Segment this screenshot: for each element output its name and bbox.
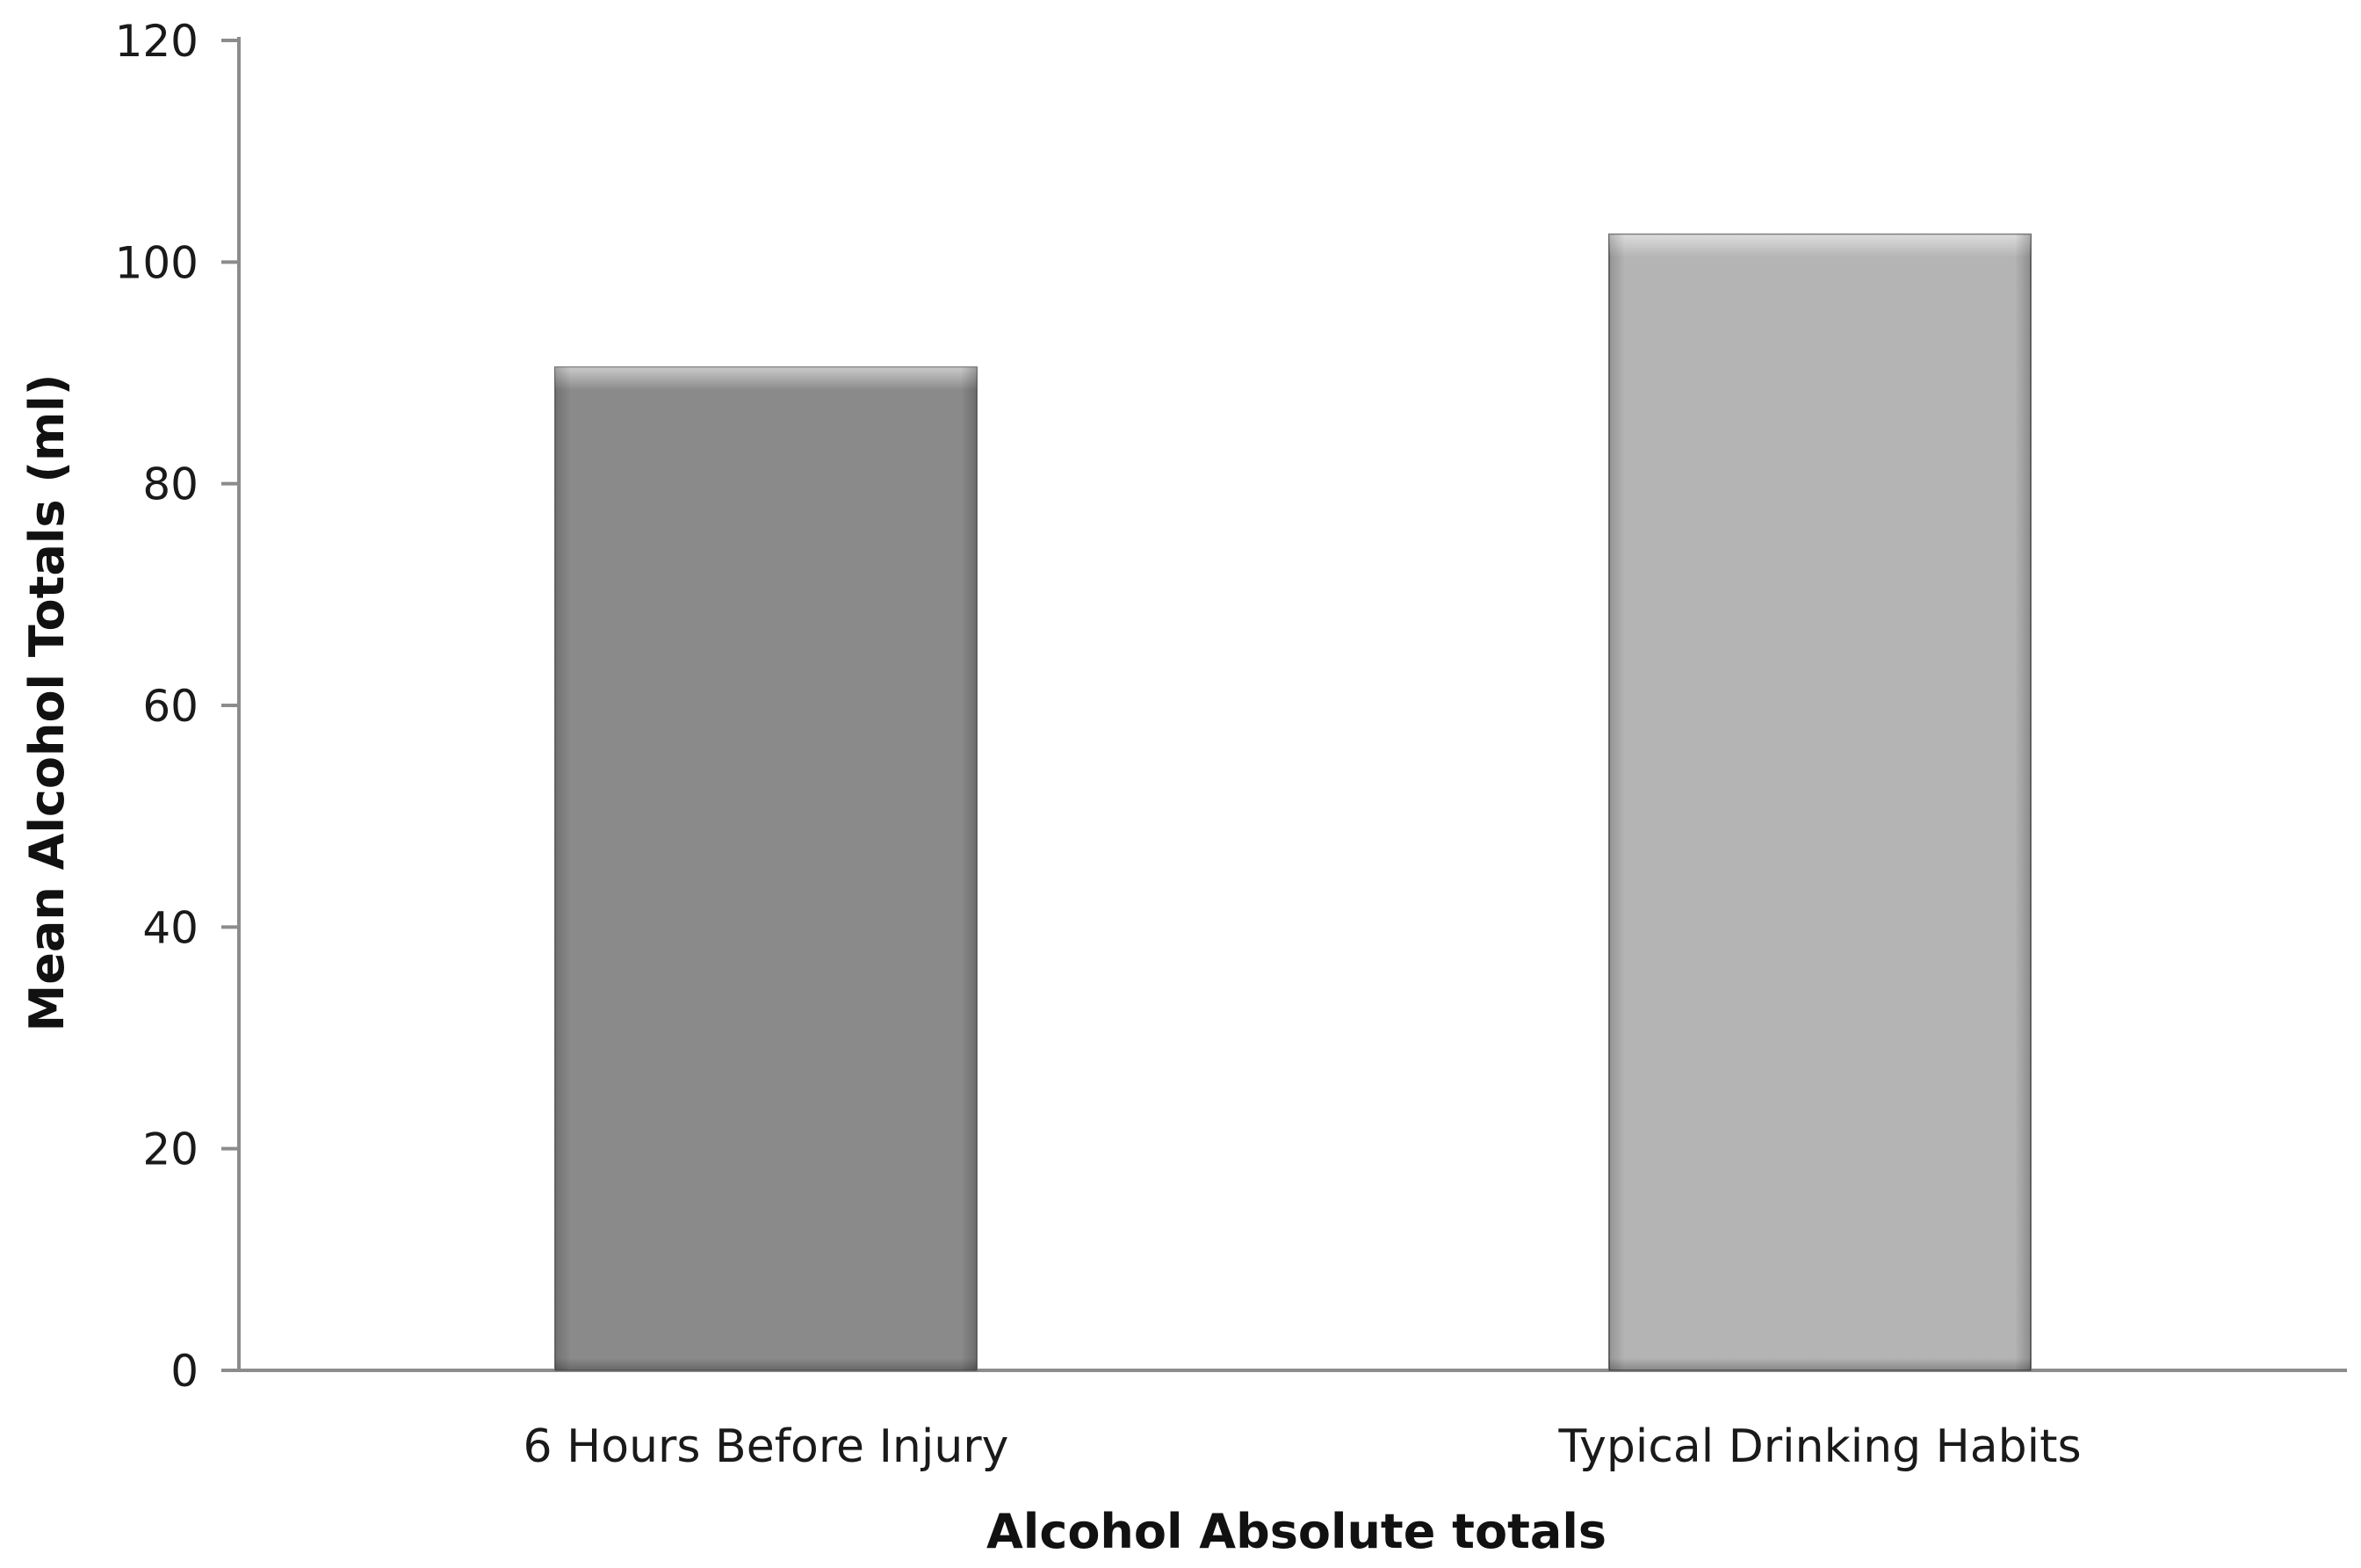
plot-area: 0 20 40 60 80 100 120 6 Hours Before Injury Typi…: [115, 16, 2347, 1473]
x-axis-title: Alcohol Absolute totals: [986, 1504, 1606, 1559]
y-tick-label-4: 80: [142, 459, 199, 510]
y-axis-title: Mean Alcohol Totals (ml): [19, 374, 75, 1032]
y-tick-label-3: 60: [142, 681, 199, 732]
bar-0-bevel-left: [555, 367, 571, 1371]
x-tick-label-0: 6 Hours Before Injury: [523, 1420, 1009, 1473]
bar-1-bevel-top: [1609, 234, 2031, 257]
bar-0-bevel-top: [555, 367, 977, 391]
bar-1-bevel-bottom: [1609, 1358, 2031, 1370]
y-tick-label-0: 0: [170, 1346, 199, 1397]
bar-1: [1608, 233, 2032, 1372]
y-tick-label-1: 20: [142, 1124, 199, 1175]
y-tick-label-2: 40: [142, 902, 199, 953]
bar-0: [554, 366, 978, 1372]
y-tick-label-6: 120: [115, 16, 199, 67]
bar-1-bevel-right: [2015, 234, 2031, 1371]
y-tick-label-5: 100: [115, 237, 199, 288]
bar-1-bevel-left: [1609, 234, 1625, 1371]
bar-0-bevel-right: [961, 367, 977, 1371]
bar-0-bevel-bottom: [555, 1358, 977, 1370]
x-tick-label-1: Typical Drinking Habits: [1557, 1420, 2081, 1473]
